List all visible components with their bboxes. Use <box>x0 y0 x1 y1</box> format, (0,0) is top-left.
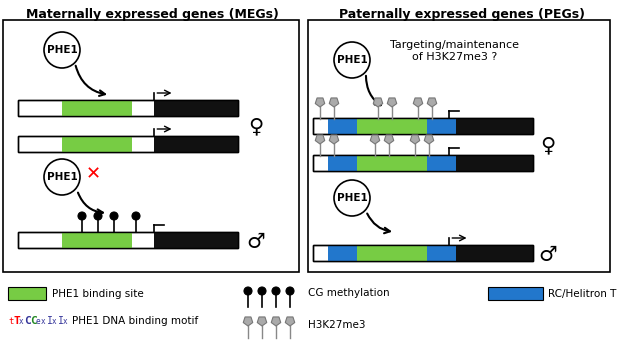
Polygon shape <box>427 98 437 107</box>
Text: T: T <box>14 316 20 326</box>
Polygon shape <box>329 135 339 144</box>
Bar <box>18 232 238 248</box>
Circle shape <box>78 212 86 220</box>
Polygon shape <box>329 98 339 107</box>
Text: Targeting/maintenance
of H3K27me3 ?: Targeting/maintenance of H3K27me3 ? <box>391 40 520 62</box>
Text: C: C <box>30 316 37 326</box>
Text: I: I <box>46 316 52 326</box>
Polygon shape <box>243 317 253 326</box>
Polygon shape <box>384 135 394 144</box>
Bar <box>313 245 533 261</box>
Polygon shape <box>257 317 267 326</box>
Polygon shape <box>413 98 423 107</box>
Bar <box>449 245 533 261</box>
Bar <box>357 155 428 171</box>
Bar <box>8 287 46 300</box>
Text: ♀: ♀ <box>249 116 263 136</box>
Bar <box>488 287 543 300</box>
Text: e: e <box>36 317 40 326</box>
Bar <box>313 155 533 171</box>
Text: ♂: ♂ <box>247 232 265 252</box>
Bar <box>449 118 533 134</box>
Circle shape <box>334 42 370 78</box>
Text: ✕: ✕ <box>85 165 101 183</box>
Text: CG methylation: CG methylation <box>308 288 389 298</box>
Text: t: t <box>8 317 14 326</box>
Polygon shape <box>373 98 383 107</box>
Bar <box>428 155 456 171</box>
Polygon shape <box>410 135 420 144</box>
Bar <box>449 155 533 171</box>
Polygon shape <box>424 135 434 144</box>
Circle shape <box>258 287 266 295</box>
Bar <box>154 232 238 248</box>
Bar <box>154 100 238 116</box>
Polygon shape <box>315 135 325 144</box>
Text: Paternally expressed genes (PEGs): Paternally expressed genes (PEGs) <box>339 8 585 21</box>
Circle shape <box>44 32 80 68</box>
Bar <box>313 155 533 171</box>
Text: Maternally expressed genes (MEGs): Maternally expressed genes (MEGs) <box>25 8 278 21</box>
Bar <box>62 100 133 116</box>
Polygon shape <box>370 135 379 144</box>
Text: ♀: ♀ <box>540 135 556 155</box>
Circle shape <box>110 212 118 220</box>
Text: RC/Helitron TE: RC/Helitron TE <box>548 289 617 299</box>
Polygon shape <box>315 98 325 107</box>
Bar <box>62 136 133 152</box>
Bar <box>313 118 533 134</box>
Bar <box>18 136 238 152</box>
Bar <box>357 245 428 261</box>
Bar <box>328 155 357 171</box>
Bar <box>18 136 238 152</box>
Bar <box>428 245 456 261</box>
Bar <box>328 118 357 134</box>
Text: PHE1: PHE1 <box>337 55 367 65</box>
Text: x: x <box>52 317 57 326</box>
Polygon shape <box>271 317 281 326</box>
Bar <box>357 118 428 134</box>
Circle shape <box>334 180 370 216</box>
Polygon shape <box>387 98 397 107</box>
Text: ♂: ♂ <box>539 245 557 265</box>
Text: x: x <box>19 317 23 326</box>
Circle shape <box>272 287 280 295</box>
Bar <box>308 20 610 272</box>
Bar <box>328 245 357 261</box>
Bar <box>18 100 238 116</box>
Circle shape <box>244 287 252 295</box>
Text: x: x <box>41 317 46 326</box>
Circle shape <box>94 212 102 220</box>
Bar <box>18 100 238 116</box>
Text: PHE1: PHE1 <box>47 45 77 55</box>
Text: x: x <box>63 317 68 326</box>
Text: I: I <box>57 316 64 326</box>
Text: PHE1 binding site: PHE1 binding site <box>52 289 144 299</box>
Circle shape <box>44 159 80 195</box>
Bar <box>18 232 238 248</box>
Polygon shape <box>285 317 295 326</box>
Text: C: C <box>25 316 31 326</box>
Bar <box>313 245 533 261</box>
Text: H3K27me3: H3K27me3 <box>308 320 365 330</box>
Bar <box>154 136 238 152</box>
Circle shape <box>286 287 294 295</box>
Bar <box>3 20 299 272</box>
Text: PHE1: PHE1 <box>47 172 77 182</box>
Text: PHE1: PHE1 <box>337 193 367 203</box>
Bar <box>62 232 133 248</box>
Text: PHE1 DNA binding motif: PHE1 DNA binding motif <box>72 316 198 326</box>
Bar <box>428 118 456 134</box>
Bar <box>313 118 533 134</box>
Circle shape <box>132 212 140 220</box>
